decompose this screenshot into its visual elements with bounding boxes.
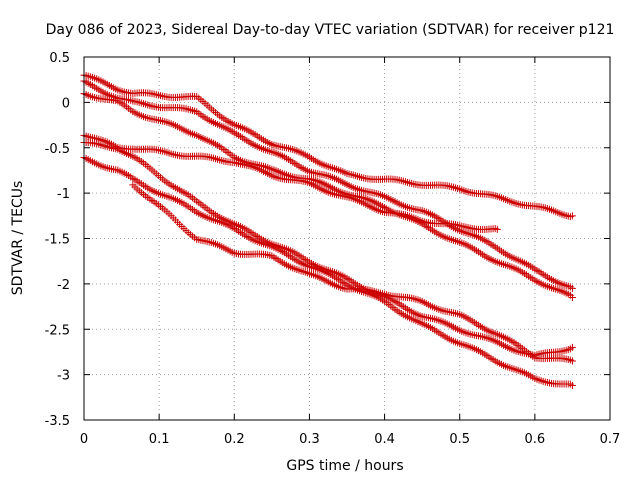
y-tick-label: -2 xyxy=(57,278,70,293)
y-tick-label: -0.5 xyxy=(45,142,70,157)
series-track-2 xyxy=(80,77,576,292)
y-tick-label: 0.5 xyxy=(49,51,70,66)
y-tick-label: -3.5 xyxy=(45,414,70,429)
data-point xyxy=(568,382,576,390)
chart-title: Day 086 of 2023, Sidereal Day-to-day VTE… xyxy=(46,22,615,38)
y-axis-ticks: 0.5 0 -0.5 -1 -1.5 -2 -2.5 -3 -3.5 xyxy=(45,51,610,429)
x-tick-label: 0.4 xyxy=(374,432,395,447)
x-tick-label: 0.7 xyxy=(600,432,621,447)
y-tick-label: -2.5 xyxy=(45,323,70,338)
data-point xyxy=(568,212,576,220)
y-axis-label: SDTVAR / TECUs xyxy=(10,181,26,296)
x-tick-label: 0 xyxy=(80,432,88,447)
x-axis-label: GPS time / hours xyxy=(286,458,403,474)
data-point xyxy=(568,293,576,301)
x-tick-label: 0.1 xyxy=(149,432,170,447)
plot-frame xyxy=(83,56,611,421)
series-track-1 xyxy=(80,71,576,221)
x-tick-label: 0.2 xyxy=(224,432,245,447)
data-point xyxy=(568,357,576,365)
y-tick-label: -1 xyxy=(57,187,70,202)
x-axis-ticks: 0 0.1 0.2 0.3 0.4 0.5 0.6 0.7 xyxy=(80,57,620,447)
data-point xyxy=(568,284,576,292)
series-track-7 xyxy=(129,181,576,365)
grid-lines xyxy=(84,57,610,420)
data-point xyxy=(493,225,501,233)
y-tick-label: -1.5 xyxy=(45,233,70,248)
x-tick-label: 0.6 xyxy=(525,432,546,447)
x-tick-label: 0.3 xyxy=(299,432,320,447)
data-points xyxy=(80,71,576,390)
x-tick-label: 0.5 xyxy=(449,432,470,447)
series-track-6 xyxy=(80,154,576,390)
y-tick-label: 0 xyxy=(62,96,70,111)
y-tick-label: -3 xyxy=(57,369,70,384)
data-point xyxy=(568,343,576,351)
